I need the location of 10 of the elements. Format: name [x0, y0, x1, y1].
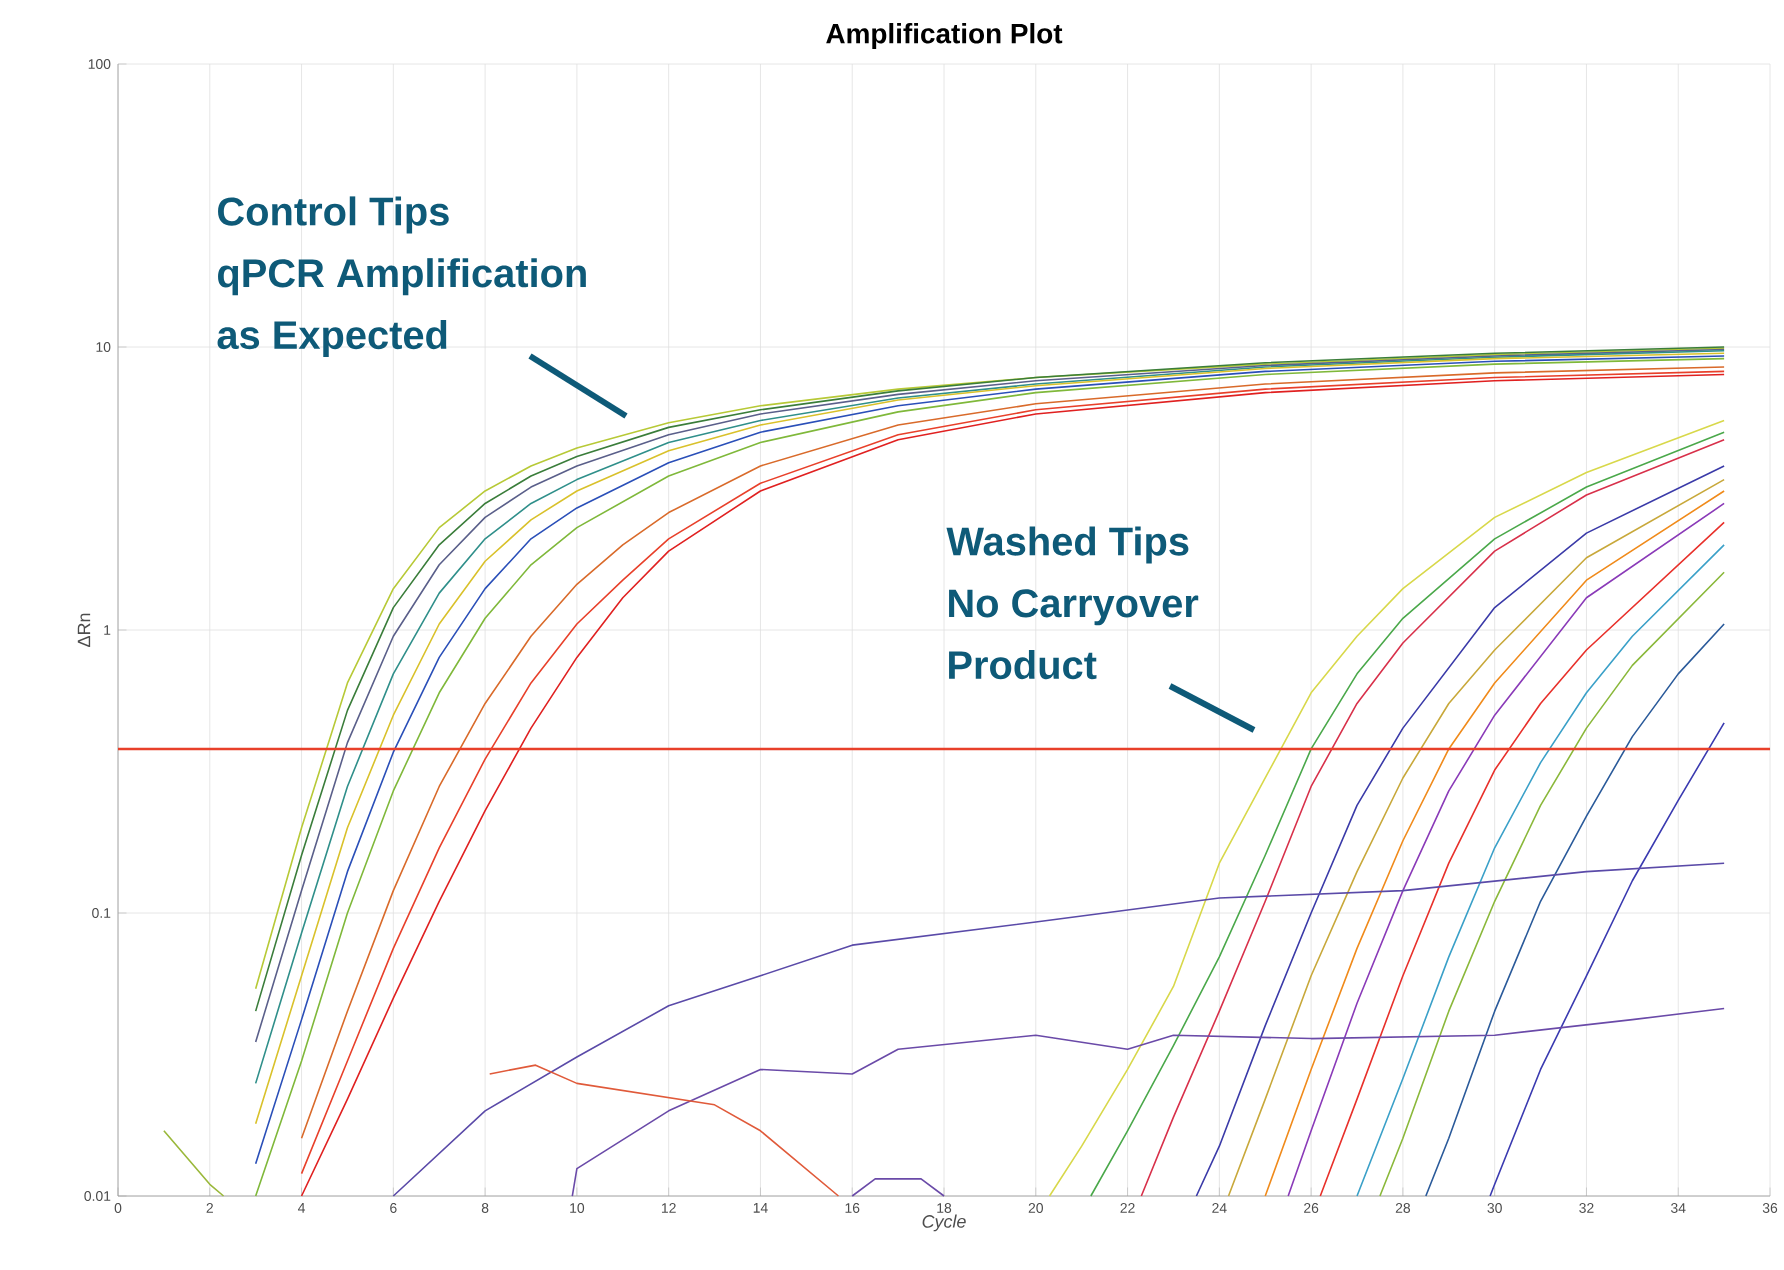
annotation: Control Tips qPCR Amplification as Expected	[217, 196, 586, 358]
x-axis-title: Cycle	[922, 1214, 966, 1232]
line-series	[392, 862, 1725, 1197]
line-series	[1425, 623, 1725, 1197]
y-axis-title: ΔRn	[77, 613, 91, 647]
chart-title: Amplification Plot	[826, 23, 1063, 49]
line-series	[571, 1007, 1725, 1197]
line-series	[488, 1064, 840, 1197]
annotation: Washed Tips No Carryover Product	[946, 526, 1199, 680]
line-series	[1489, 722, 1725, 1197]
